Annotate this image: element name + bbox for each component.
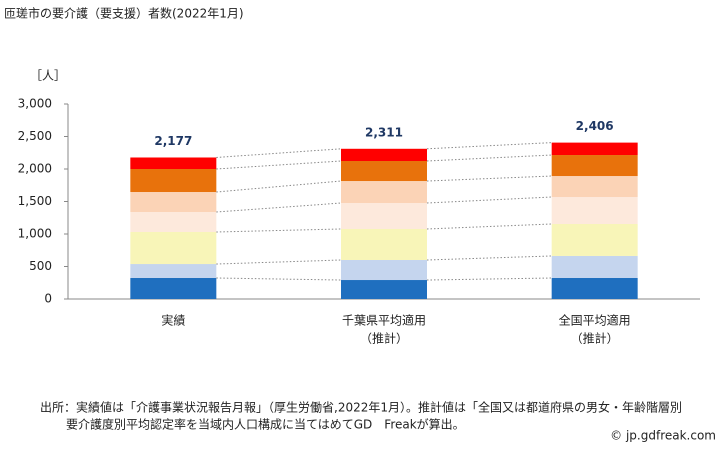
bar-segment	[551, 142, 638, 156]
connector	[216, 228, 342, 233]
y-tick-label: 1,500	[18, 194, 52, 208]
x-tick-label: 全国平均適用	[559, 313, 631, 328]
connector	[426, 196, 552, 204]
connector	[426, 154, 552, 162]
y-tick-label: 500	[29, 259, 52, 273]
connector	[426, 223, 552, 230]
connector	[216, 277, 342, 281]
connector	[426, 142, 552, 150]
bar-segment	[551, 255, 638, 279]
x-tick-label: 千葉県平均適用	[342, 313, 426, 328]
bar-segment	[551, 278, 638, 299]
x-tick-label: （推計）	[571, 331, 619, 346]
bar-segment	[551, 223, 638, 256]
bar-segment	[341, 260, 427, 281]
connector	[216, 259, 342, 265]
y-tick-label: 2,000	[18, 162, 52, 176]
chart-title: 匝瑳市の要介護（要支援）者数(2022年1月)	[4, 6, 244, 21]
total-label: 2,406	[576, 119, 614, 133]
bar-segment	[551, 197, 638, 224]
bar-segment	[341, 202, 427, 229]
y-tick-label: 3,000	[18, 97, 52, 111]
note: 要介護度別平均認定率を当域内人口構成に当てはめてGD Freakが算出。	[66, 417, 465, 432]
y-tick-label: 0	[44, 292, 52, 306]
x-tick-label: （推計）	[360, 331, 408, 346]
bar-segment	[341, 280, 427, 299]
connector	[426, 255, 552, 261]
bar-segment	[130, 169, 217, 193]
bar-segment	[130, 278, 217, 299]
bar-segment	[130, 231, 217, 265]
connector	[426, 277, 552, 281]
bar-segment	[551, 176, 638, 198]
y-tick-label: 2,500	[18, 129, 52, 143]
bar-segment	[341, 148, 427, 162]
connector	[216, 180, 342, 193]
bar-segment	[341, 181, 427, 203]
credit: © jp.gdfreak.com	[610, 429, 716, 443]
x-tick-label: 実績	[161, 313, 185, 328]
y-axis-label: ［人］	[30, 69, 66, 83]
bar-segment	[130, 192, 217, 213]
connector	[216, 202, 342, 213]
connector	[216, 160, 342, 170]
total-label: 2,311	[365, 125, 403, 139]
note: 出所：実績値は「介護事業状況報告月報」（厚生労働省,2022年1月）。推計値は「…	[40, 400, 682, 415]
bar-segment	[341, 161, 427, 182]
connector	[216, 148, 342, 158]
bar-segment	[130, 264, 217, 279]
bar-segment	[551, 155, 638, 177]
bar-segment	[130, 157, 217, 169]
bar-segment	[341, 228, 427, 260]
connector	[426, 175, 552, 182]
y-tick-label: 1,000	[18, 227, 52, 241]
total-label: 2,177	[154, 134, 192, 148]
bar-segment	[130, 212, 217, 232]
